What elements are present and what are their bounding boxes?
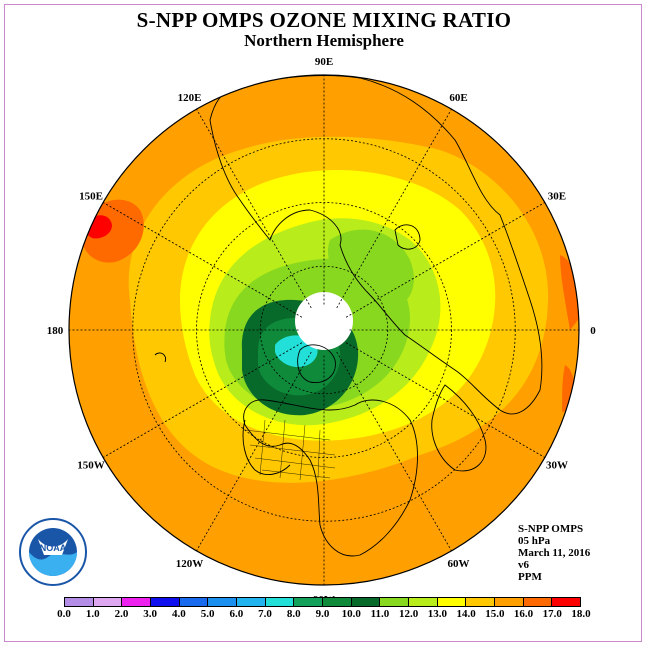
info-version: v6 (518, 559, 529, 571)
map-boundary (68, 74, 580, 586)
colorbar-tick-label: 18.0 (571, 608, 591, 620)
map-title: S-NPP OMPS OZONE MIXING RATIO (136, 8, 512, 32)
colorbar-tick-label: 12.0 (399, 608, 419, 620)
info-units: PPM (518, 571, 542, 583)
colorbar-tick-label: 6.0 (229, 608, 244, 620)
colorbar-swatch (122, 598, 152, 606)
colorbar-swatch (466, 598, 496, 606)
state-boundaries (244, 419, 336, 481)
colorbar-tick-label: 14.0 (456, 608, 476, 620)
longitude-label: 120E (178, 92, 202, 104)
colorbar-tick-label: 0.0 (57, 608, 71, 620)
colorbar-tick-label: 4.0 (172, 608, 186, 620)
longitude-label: 0 (590, 325, 596, 337)
colorbar-swatch (523, 598, 553, 606)
colorbar-tick-label: 10.0 (341, 608, 361, 620)
longitude-label: 150W (77, 460, 105, 472)
colorbar-swatch (380, 598, 410, 606)
info-level: 05 hPa (518, 535, 551, 547)
colorbar-tick-label: 17.0 (542, 608, 562, 620)
colorbar-swatch (495, 598, 524, 606)
colorbar-tick-label: 1.0 (85, 608, 100, 620)
parallel-line (259, 265, 389, 395)
colorbar-tick-label: 13.0 (427, 608, 447, 620)
colorbar (64, 597, 581, 607)
colorbar-swatch (265, 598, 295, 606)
longitude-label: 60W (448, 558, 470, 570)
map-info: S-NPP OMPS 05 hPa March 11, 2016 v6 PPM (518, 523, 590, 583)
colorbar-swatch (552, 598, 581, 606)
colorbar-swatch (409, 598, 438, 606)
colorbar-swatch (65, 598, 94, 606)
colorbar-swatch (294, 598, 324, 606)
longitude-label: 180 (47, 325, 64, 337)
longitude-label: 150E (79, 191, 103, 203)
colorbar-swatch (437, 598, 467, 606)
colorbar-tick-label: 2.0 (114, 608, 129, 620)
colorbar-tick-label: 9.0 (315, 608, 330, 620)
map-subtitle: Northern Hemisphere (244, 31, 404, 50)
colorbar-tick-label: 16.0 (513, 608, 534, 620)
colorbar-swatch (351, 598, 381, 606)
colorbar-swatch (151, 598, 180, 606)
graticule (69, 75, 579, 585)
colorbar-swatch (179, 598, 209, 606)
longitude-label: 90E (315, 56, 333, 68)
colorbar-tick-label: 15.0 (485, 608, 505, 620)
svg-text:NOAA: NOAA (40, 543, 67, 553)
noaa-logo: NOAA (18, 517, 88, 587)
colorbar-tick-label: 3.0 (143, 608, 158, 620)
longitude-label: 120W (176, 558, 204, 570)
coastlines (154, 75, 543, 557)
colorbar-tick-label: 11.0 (370, 608, 390, 620)
colorbar-tick-label: 7.0 (258, 608, 272, 620)
colorbar-swatch (93, 598, 123, 606)
colorbar-tick-label: 8.0 (286, 608, 301, 620)
longitude-label: 30W (546, 460, 568, 472)
colorbar-swatch (237, 598, 266, 606)
info-date: March 11, 2016 (518, 547, 591, 559)
colorbar-swatch (208, 598, 238, 606)
info-instrument: S-NPP OMPS (518, 523, 584, 535)
longitude-label: 30E (548, 191, 566, 203)
longitude-labels: 90E60E30E030W60W90W120W150W180150E120E (47, 56, 597, 606)
colorbar-ticks: 0.0 1.0 2.0 3.0 4.0 5.0 6.0 7.0 8.0 9.0 10.0 11.0 12… (0, 608, 648, 622)
longitude-label: 60E (449, 92, 467, 104)
figure-frame (4, 4, 642, 642)
colorbar-swatch (323, 598, 352, 606)
colorbar-tick-label: 5.0 (200, 608, 215, 620)
